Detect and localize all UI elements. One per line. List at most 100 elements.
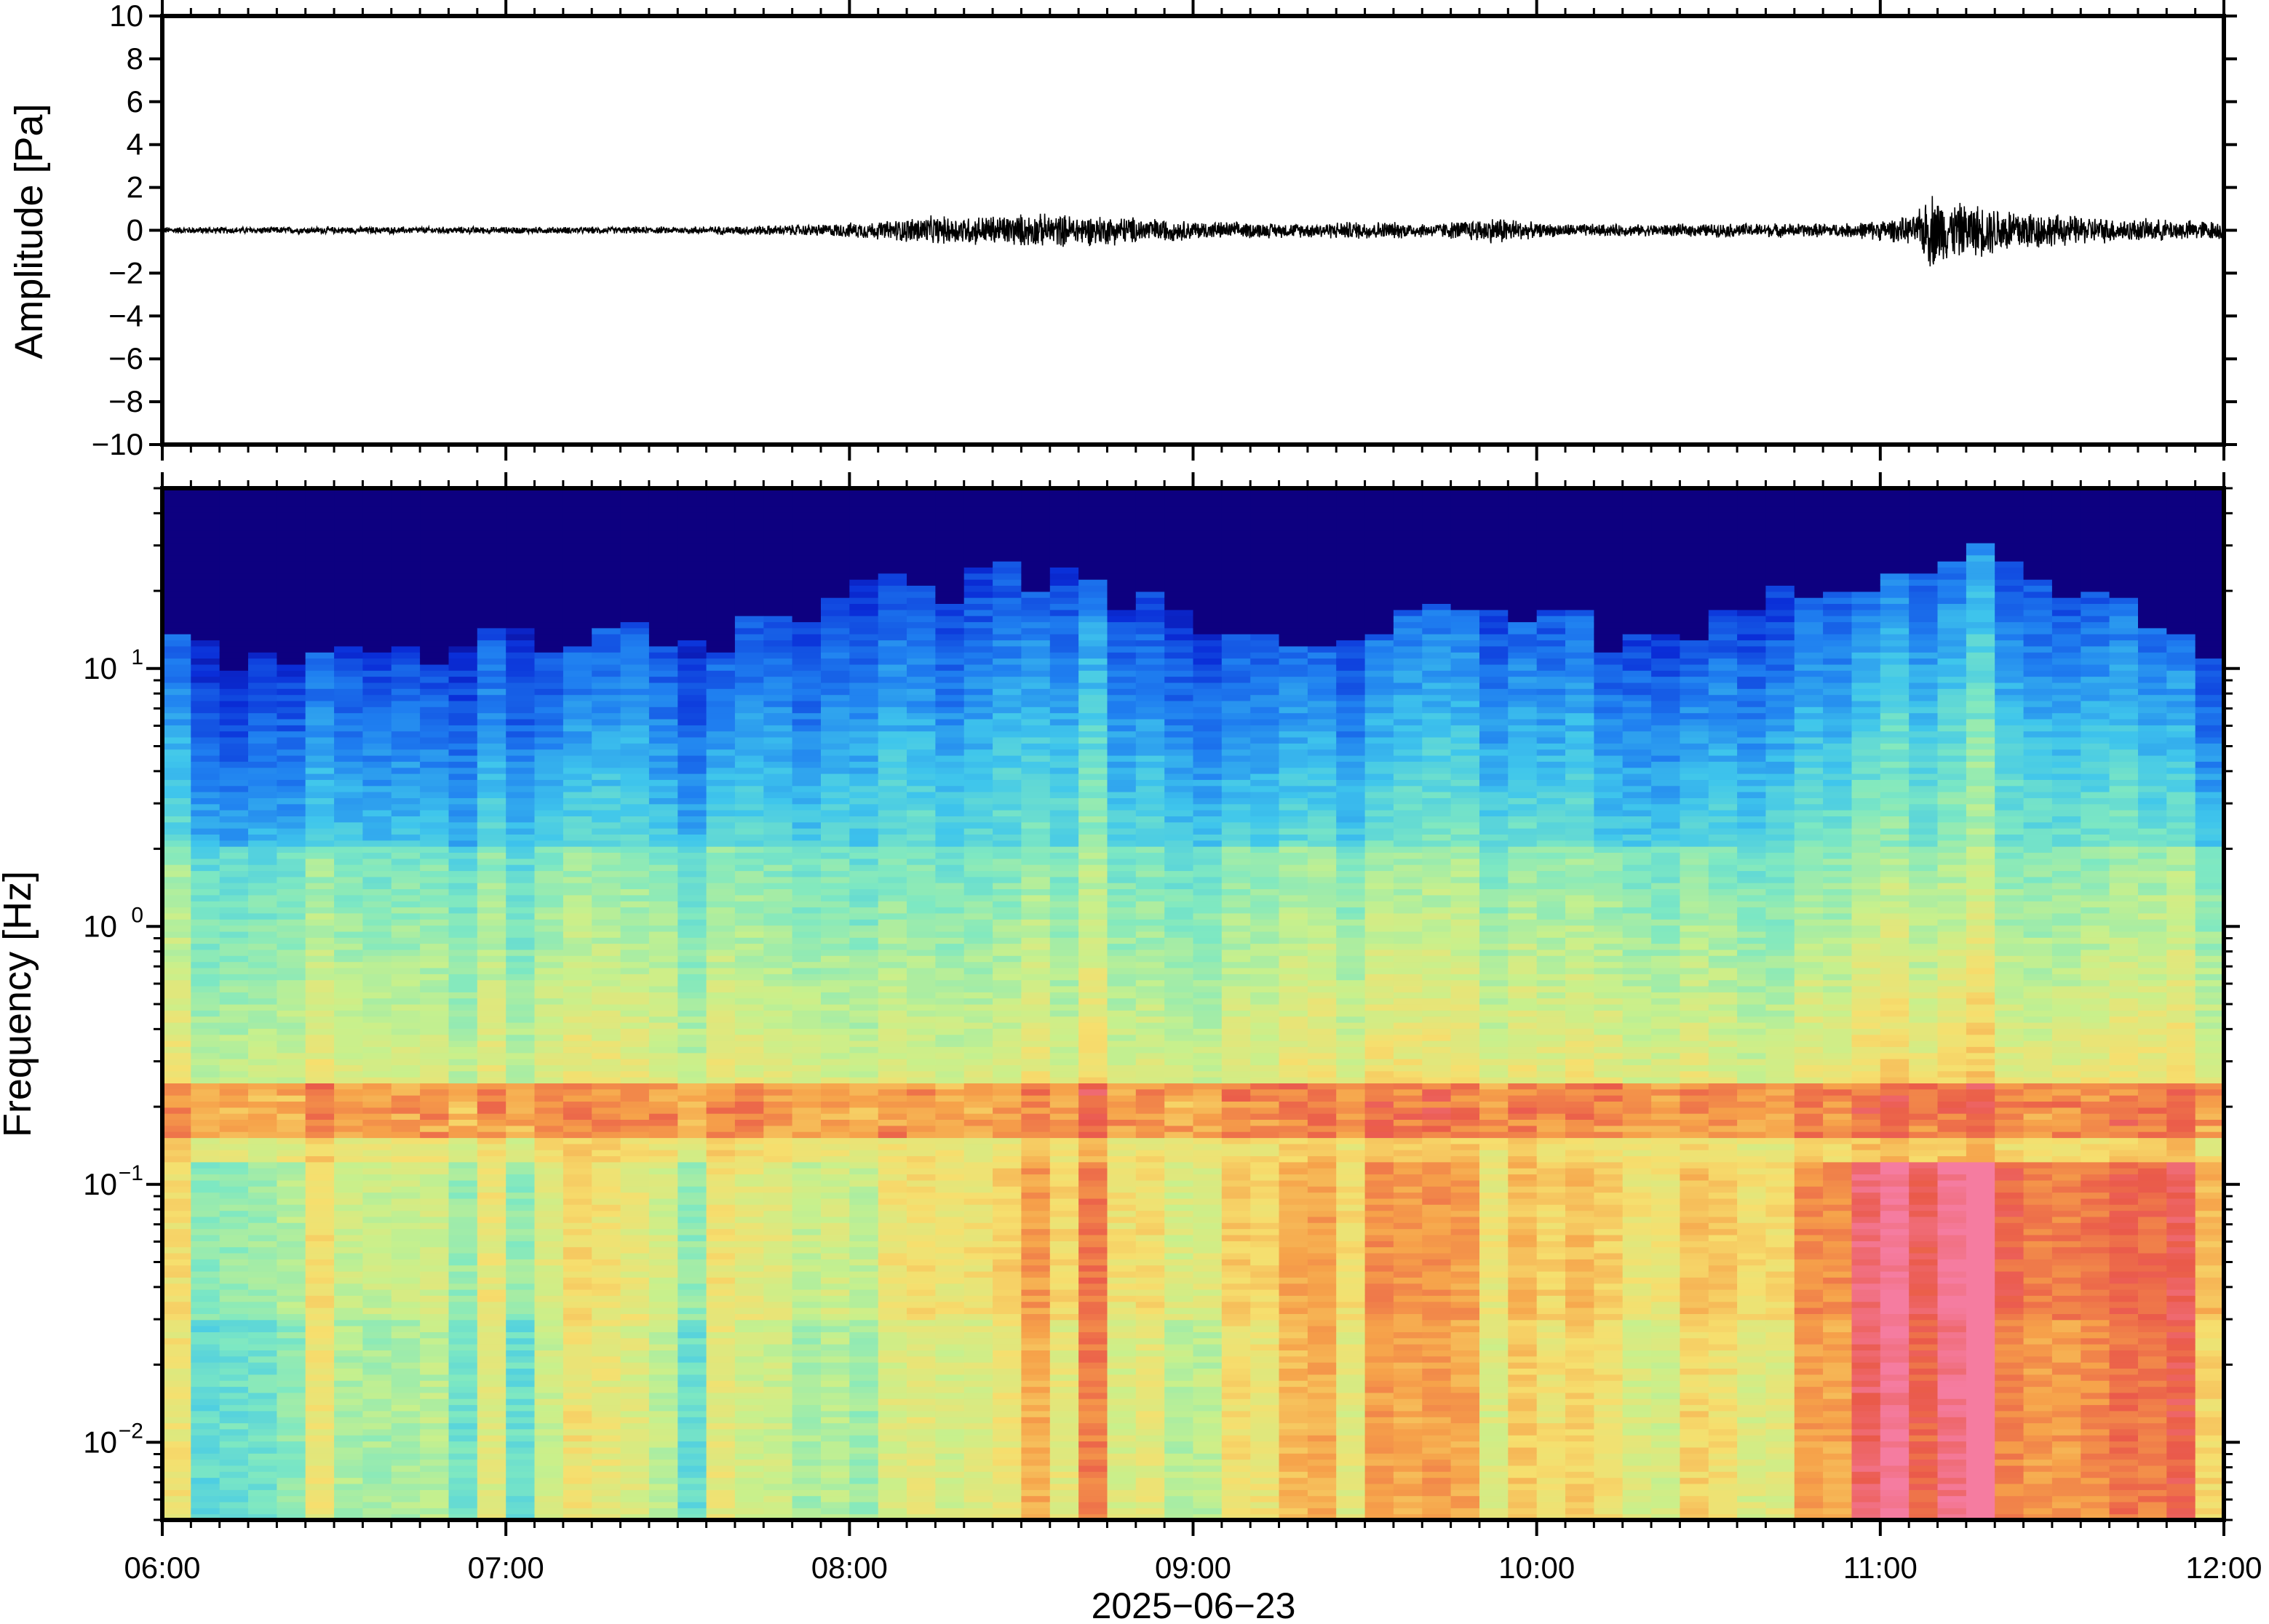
spectrogram-cell: [334, 561, 363, 568]
spectrogram-cell: [907, 1337, 936, 1345]
spectrogram-cell: [334, 943, 363, 950]
spectrogram-cell: [763, 931, 793, 938]
spectrogram-cell: [878, 682, 907, 689]
spectrogram-cell: [305, 1332, 335, 1339]
spectrogram-cell: [448, 1186, 478, 1193]
spectrogram-cell: [620, 755, 650, 762]
spectrogram-cell: [420, 1459, 449, 1466]
spectrogram-cell: [448, 554, 478, 562]
spectrogram-cell: [219, 1246, 249, 1254]
spectrogram-cell: [763, 1046, 793, 1054]
waveform-ytick-label: −8: [108, 384, 143, 418]
spectrogram-cell: [849, 591, 879, 598]
spectrogram-cell: [849, 1083, 879, 1090]
spectrogram-cell: [448, 1502, 478, 1508]
spectrogram-cell: [648, 603, 678, 610]
spectrogram-cell: [162, 616, 191, 623]
spectrogram-cell: [362, 749, 392, 756]
spectrogram-cell: [677, 712, 707, 720]
spectrogram-cell: [620, 840, 650, 847]
spectrogram-cell: [506, 725, 536, 732]
spectrogram-cell: [677, 1101, 707, 1108]
spectrogram-cell: [907, 1441, 936, 1448]
spectrogram-cell: [534, 810, 564, 816]
spectrogram-cell: [907, 888, 936, 896]
spectrogram-cell: [907, 1131, 936, 1139]
spectrogram-cell: [734, 616, 764, 623]
spectrogram-cell: [391, 1064, 421, 1072]
spectrogram-cell: [334, 1186, 363, 1193]
spectrogram-cell: [907, 943, 936, 950]
spectrogram-cell: [706, 603, 736, 610]
spectrogram-cell: [391, 1337, 421, 1345]
spectrogram-cell: [677, 731, 707, 738]
spectrogram-cell: [334, 634, 363, 641]
spectrogram-cell: [420, 870, 449, 877]
spectrogram-cell: [420, 834, 449, 841]
spectrogram-cell: [191, 955, 220, 963]
spectrogram-cell: [477, 494, 506, 501]
spectrogram-cell: [677, 1422, 707, 1430]
spectrogram-cell: [907, 1150, 936, 1157]
spectrogram-cell: [563, 694, 592, 701]
spectrogram-cell: [878, 1059, 907, 1065]
spectrogram-cell: [620, 1508, 650, 1515]
spectrogram-cell: [792, 955, 822, 963]
spectrogram-cell: [162, 652, 191, 659]
spectrogram-cell: [734, 1374, 764, 1381]
spectrogram-cell: [506, 1422, 536, 1430]
spectrogram-cell: [477, 706, 506, 714]
spectrogram-cell: [849, 1095, 879, 1102]
spectrogram-cell: [849, 949, 879, 956]
spectrogram-cell: [849, 488, 879, 495]
spectrogram-cell: [821, 591, 850, 598]
spectrogram-cell: [620, 1016, 650, 1023]
spectrogram-cell: [162, 792, 191, 798]
spectrogram-cell: [191, 1386, 220, 1393]
spectrogram-cell: [162, 1052, 191, 1059]
spectrogram-cell: [448, 737, 478, 744]
spectrogram-cell: [191, 609, 220, 616]
spectrogram-cell: [305, 1453, 335, 1460]
spectrogram-cell: [506, 1386, 536, 1393]
spectrogram-cell: [391, 1222, 421, 1230]
spectrogram-cell: [219, 1441, 249, 1448]
spectrogram-cell: [792, 1422, 822, 1430]
spectrogram-cell: [677, 1502, 707, 1508]
spectrogram-cell: [878, 1107, 907, 1114]
spectrogram-cell: [706, 816, 736, 823]
spectrogram-cell: [821, 725, 850, 732]
spectrogram-cell: [162, 543, 191, 549]
spectrogram-cell: [907, 1283, 936, 1290]
spectrogram-cell: [677, 1428, 707, 1436]
spectrogram-cell: [334, 1465, 363, 1472]
spectrogram-cell: [878, 852, 907, 859]
spectrogram-cell: [821, 567, 850, 574]
spectrogram-cell: [277, 1107, 306, 1114]
spectrogram-cell: [792, 761, 822, 768]
spectrogram-cell: [935, 567, 965, 574]
spectrogram-cell: [849, 907, 879, 914]
spectrogram-cell: [534, 1289, 564, 1296]
spectrogram-cell: [162, 1337, 191, 1345]
spectrogram-cell: [763, 1380, 793, 1388]
spectrogram-cell: [191, 1046, 220, 1054]
spectrogram-cell: [191, 943, 220, 950]
spectrogram-cell: [420, 1319, 449, 1326]
spectrogram-cell: [362, 1392, 392, 1399]
spectrogram-cell: [305, 1410, 335, 1417]
spectrogram-cell: [391, 1210, 421, 1217]
spectrogram-cell: [620, 1471, 650, 1478]
spectrogram-cell: [620, 961, 650, 968]
spectrogram-cell: [878, 840, 907, 847]
spectrogram-cell: [849, 1059, 879, 1065]
spectrogram-cell: [448, 530, 478, 538]
spectrogram-cell: [448, 1131, 478, 1139]
spectrogram-cell: [648, 706, 678, 714]
spectrogram-cell: [305, 883, 335, 890]
spectrogram-cell: [935, 1253, 965, 1259]
spectrogram-cell: [792, 931, 822, 938]
spectrogram-cell: [849, 1446, 879, 1454]
spectrogram-cell: [191, 1150, 220, 1157]
spectrogram-cell: [706, 864, 736, 872]
